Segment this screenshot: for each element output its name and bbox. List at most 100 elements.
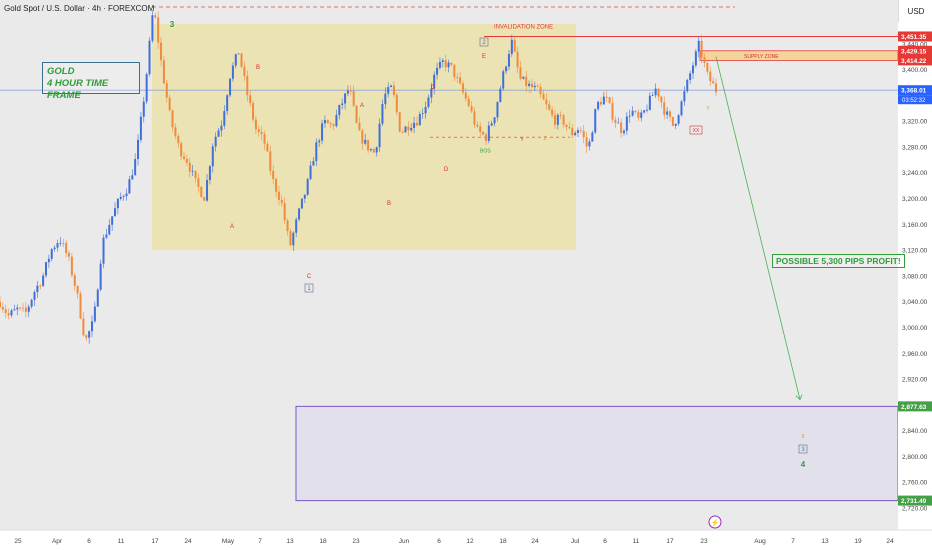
candle-body <box>234 54 237 66</box>
candle-body <box>111 216 114 225</box>
candle-body <box>185 158 188 163</box>
x-tick-label: Jun <box>399 538 410 545</box>
candle-body <box>677 115 680 124</box>
candle-body <box>338 104 341 115</box>
supply-zone-label: SUPPLY ZONE <box>744 54 779 60</box>
candle-body <box>456 77 459 79</box>
candle-body <box>306 179 309 195</box>
candle-body <box>703 57 706 64</box>
label-line-gold: GOLD <box>47 66 75 77</box>
candle-body <box>131 175 134 180</box>
candle-body <box>88 331 91 338</box>
label-line-timeframe: 4 HOUR TIME FRAME <box>47 78 109 101</box>
y-tick-label: 2,920.00 <box>902 377 928 384</box>
timeframe-label-box: GOLD 4 HOUR TIME FRAME <box>42 62 140 101</box>
candle-body <box>91 321 94 332</box>
candle-body <box>533 85 536 88</box>
wave-label-box <box>689 125 703 135</box>
price-marker-label: 2,877.63 <box>901 404 927 411</box>
x-tick-label: 6 <box>603 538 607 545</box>
candle-body <box>200 186 203 198</box>
candle-body <box>22 307 25 309</box>
y-tick-label: 2,720.00 <box>902 506 928 513</box>
candle-body <box>298 208 301 220</box>
candle-body <box>277 191 280 200</box>
candle-body <box>165 83 168 98</box>
profit-label: POSSIBLE 5,300 PIPS PROFIT! <box>772 254 905 268</box>
candle-body <box>332 124 335 127</box>
candle-body <box>122 196 125 197</box>
candle-body <box>617 122 620 124</box>
candle-body <box>280 199 283 204</box>
candle-body <box>496 102 499 118</box>
candle-body <box>162 60 165 84</box>
y-tick-label: 2,760.00 <box>902 480 928 487</box>
candle-body <box>401 131 404 133</box>
candle-body <box>571 128 574 136</box>
x-tick-label: 24 <box>886 538 894 545</box>
candle-body <box>562 115 565 125</box>
price-marker-tag <box>898 401 932 412</box>
candle-body <box>476 124 479 127</box>
candle-body <box>208 166 211 181</box>
projection-line <box>715 56 801 400</box>
candle-body <box>597 101 600 110</box>
range-box <box>152 23 576 251</box>
candle-body <box>257 129 260 132</box>
currency-label[interactable]: USD <box>898 0 932 22</box>
candle-body <box>654 88 657 96</box>
candle-body <box>321 123 324 141</box>
candle-body <box>206 180 209 201</box>
candle-body <box>438 61 441 68</box>
candle-body <box>312 161 315 166</box>
candle-body <box>525 76 528 86</box>
candle-body <box>430 88 433 98</box>
candle-body <box>663 102 666 115</box>
candle-body <box>19 307 22 309</box>
wave-label-1: 3 <box>170 20 175 29</box>
wave-label-9: D <box>444 167 449 173</box>
y-tick-label: 3,400.00 <box>902 67 928 74</box>
x-tick-label: May <box>222 538 235 545</box>
candle-body <box>582 130 585 138</box>
candle-body <box>68 253 71 257</box>
candle-body <box>266 143 269 152</box>
time-axis <box>0 530 932 550</box>
x-tick-label: 11 <box>633 538 640 545</box>
candle-body <box>27 306 30 312</box>
bos-label: BOS <box>480 148 491 154</box>
x-tick-label: 19 <box>854 538 862 545</box>
candle-body <box>59 242 62 244</box>
lightning-icon: ⚡ <box>711 518 720 527</box>
candle-body <box>585 137 588 147</box>
candle-body <box>139 116 142 140</box>
candle-body <box>154 15 157 18</box>
candle-body <box>697 40 700 52</box>
wave-label-16: Y <box>706 106 710 112</box>
candle-body <box>303 194 306 199</box>
candle-body <box>694 51 697 66</box>
candle-body <box>470 106 473 112</box>
candle-body <box>344 93 347 104</box>
x-tick-label: Aug <box>754 538 766 545</box>
candle-body <box>180 143 183 157</box>
countdown-tag <box>898 95 932 105</box>
candle-body <box>217 130 220 137</box>
candle-body <box>47 258 50 263</box>
price-marker-label: 3,368.01 <box>901 88 927 95</box>
wave-label-4: C <box>307 274 312 280</box>
candle-body <box>620 122 623 134</box>
candle-body <box>269 151 272 171</box>
wave-label-3: A <box>230 224 234 230</box>
candle-body <box>588 141 591 147</box>
candle-body <box>574 132 577 136</box>
candle-body <box>102 237 105 264</box>
candle-body <box>651 95 654 96</box>
candle-body <box>85 335 88 338</box>
x-tick-label: 11 <box>118 538 125 545</box>
candle-body <box>73 275 76 286</box>
candle-body <box>568 127 571 129</box>
wave-label-box <box>798 444 808 454</box>
candle-body <box>364 139 367 144</box>
